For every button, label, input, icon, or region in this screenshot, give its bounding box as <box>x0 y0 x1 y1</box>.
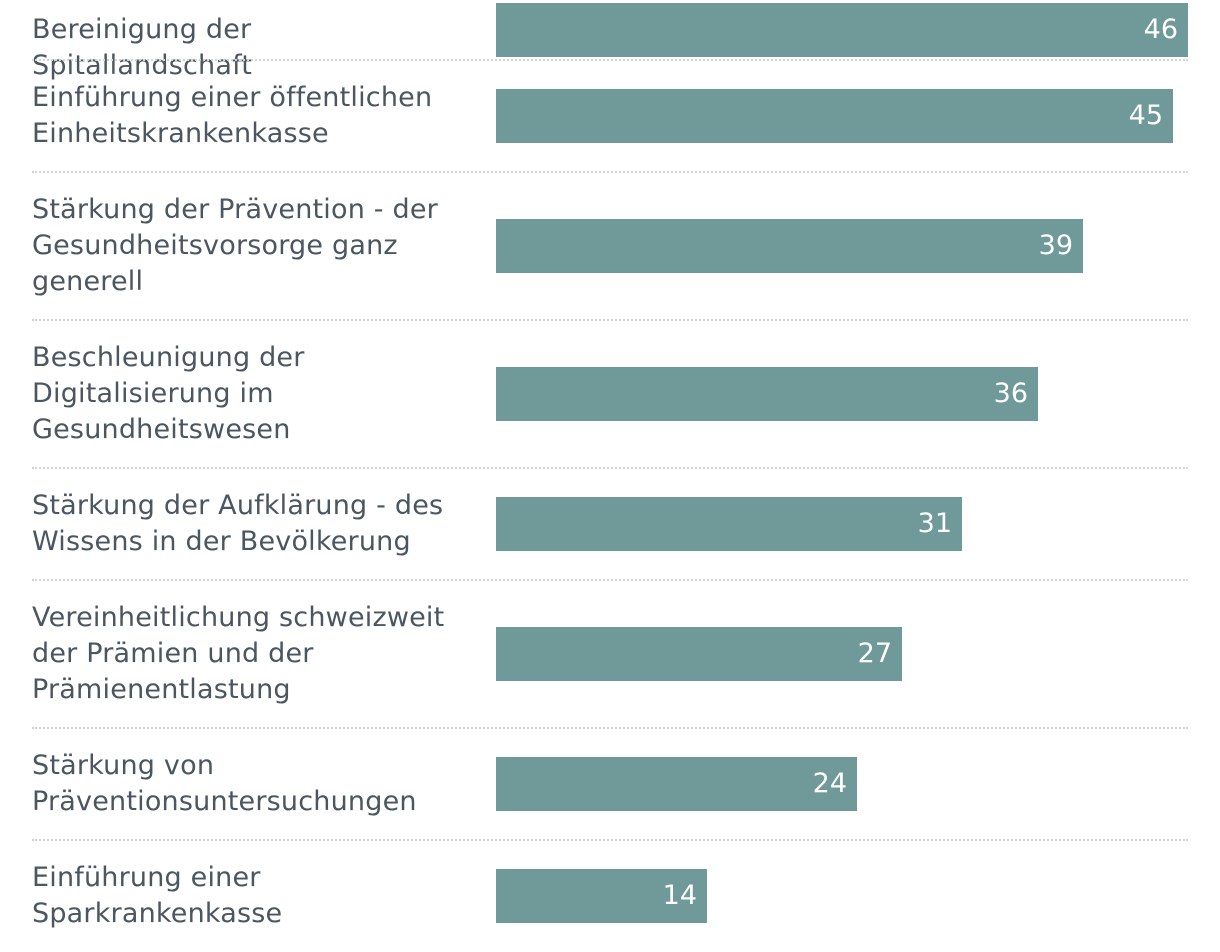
category-label-line: Einheitskrankenkasse <box>32 118 329 149</box>
category-label-line: Sparkrankenkasse <box>32 898 283 929</box>
category-label-line: Stärkung von <box>32 750 215 781</box>
category-label-line: Stärkung der Prävention - der <box>32 194 438 225</box>
category-label: Stärkung von Präventionsuntersuchungen <box>32 748 472 820</box>
bar-value-label: 14 <box>662 880 697 911</box>
category-label: Einführung einer öffentlichen Einheitskra… <box>32 80 472 152</box>
category-label-line: Beschleunigung der <box>32 342 305 373</box>
category-label-line: Gesundheitsvorsorge ganz <box>32 230 398 261</box>
category-label-line: Wissens in der Bevölkerung <box>32 526 411 557</box>
category-label-line: Gesundheitswesen <box>32 414 291 445</box>
category-label-line: Prämienentlastung <box>32 674 291 705</box>
bar-value-label: 45 <box>1128 100 1163 131</box>
category-label-line: Digitalisierung im <box>32 378 274 409</box>
category-label-line: Vereinheitlichung schweizweit <box>32 602 445 633</box>
category-label: Stärkung der Aufklärung - des Wissens in … <box>32 488 472 560</box>
row-divider <box>32 467 1188 469</box>
bar-value-label: 27 <box>857 638 892 669</box>
category-label-line: Bereinigung der Spitallandschaft <box>32 14 253 81</box>
chart-row: Bereinigung der Spitallandschaft 46 <box>32 0 1188 81</box>
chart-row: Einführung einer öffentlichen Einheitskra… <box>32 60 1188 172</box>
bar-value-label: 39 <box>1038 230 1073 261</box>
category-label: Stärkung der Prävention - der Gesundheits… <box>32 192 472 300</box>
row-divider <box>32 59 1188 61</box>
bar-chart: Bereinigung der Spitallandschaft 46 Einfüh… <box>32 0 1188 929</box>
bar: 46 <box>496 3 1188 57</box>
category-label: Einführung einer Sparkrankenkasse <box>32 860 472 932</box>
bar-value-label: 24 <box>812 768 847 799</box>
chart-row: Beschleunigung der Digitalisierung im Gesu… <box>32 320 1188 468</box>
bar: 27 <box>496 627 902 681</box>
category-label-line: generell <box>32 266 144 297</box>
chart-row: Stärkung der Aufklärung - des Wissens in … <box>32 468 1188 580</box>
bar: 14 <box>496 869 707 923</box>
row-divider <box>32 839 1188 841</box>
category-label-line: Präventionsuntersuchungen <box>32 786 417 817</box>
chart-row: Stärkung von Präventionsuntersuchungen 24 <box>32 728 1188 840</box>
bar-value-label: 36 <box>993 378 1028 409</box>
row-divider <box>32 727 1188 729</box>
category-label: Bereinigung der Spitallandschaft <box>32 12 472 84</box>
bar-value-label: 46 <box>1143 14 1178 45</box>
category-label: Beschleunigung der Digitalisierung im Gesu… <box>32 340 472 448</box>
bar: 31 <box>496 497 962 551</box>
chart-row: Stärkung der Prävention - der Gesundheits… <box>32 172 1188 320</box>
row-divider <box>32 579 1188 581</box>
category-label: Vereinheitlichung schweizweit der Prämien… <box>32 600 472 708</box>
bar: 24 <box>496 757 857 811</box>
chart-row: Einführung einer Sparkrankenkasse 14 <box>32 840 1188 952</box>
category-label-line: Stärkung der Aufklärung - des <box>32 490 444 521</box>
bar: 39 <box>496 219 1083 273</box>
category-label-line: Einführung einer öffentlichen <box>32 82 433 113</box>
category-label-line: Einführung einer <box>32 862 261 893</box>
category-label-line: der Prämien und der <box>32 638 314 669</box>
chart-row: Vereinheitlichung schweizweit der Prämien… <box>32 580 1188 728</box>
row-divider <box>32 171 1188 173</box>
row-divider <box>32 319 1188 321</box>
bar: 36 <box>496 367 1038 421</box>
bar-value-label: 31 <box>917 508 952 539</box>
bar: 45 <box>496 89 1173 143</box>
